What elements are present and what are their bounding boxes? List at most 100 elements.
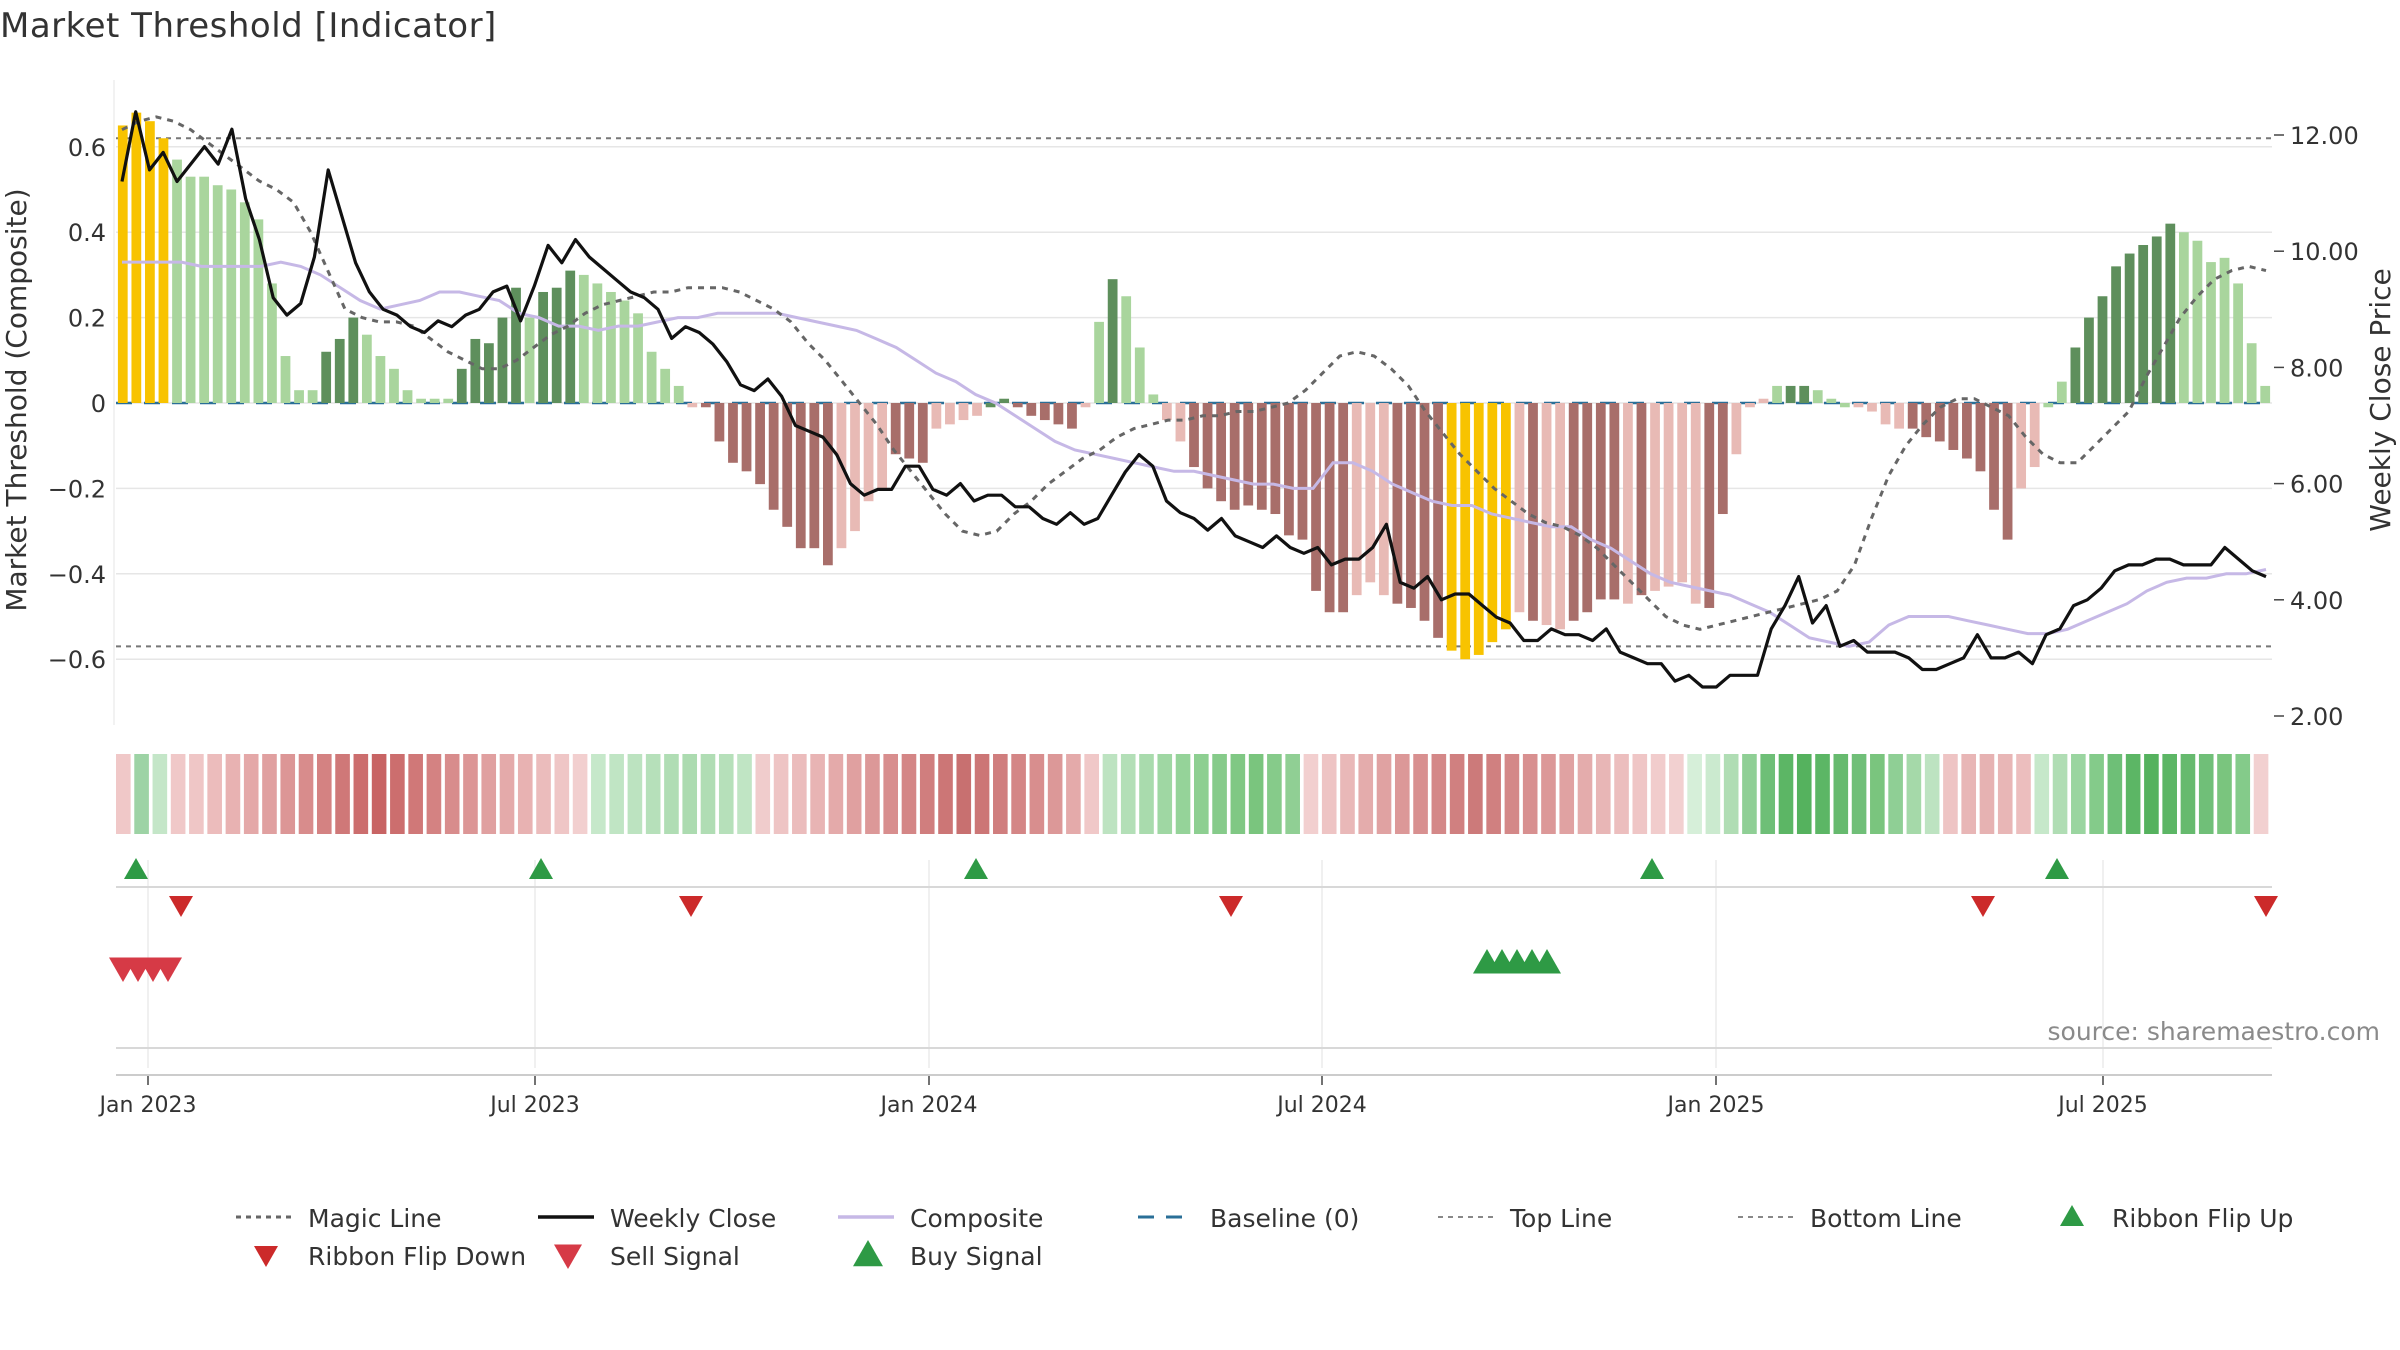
ribbon-cell <box>116 754 131 834</box>
threshold-bar <box>1080 403 1091 408</box>
threshold-bar <box>1555 403 1565 630</box>
threshold-bar <box>307 390 318 403</box>
chart-legend: Magic Line Weekly Close Composite Baseline … <box>236 1204 2293 1271</box>
threshold-bar <box>1514 403 1525 613</box>
ribbon-flip-down-marker <box>1219 896 1243 917</box>
threshold-bar <box>1989 403 1999 510</box>
threshold-bar <box>985 403 996 408</box>
ribbon-cell <box>554 754 570 834</box>
ribbon-cell <box>1669 754 1684 834</box>
threshold-bar <box>1202 403 1213 489</box>
threshold-bar <box>1039 403 1050 421</box>
threshold-bar <box>1677 403 1688 583</box>
threshold-bar <box>1907 403 1918 429</box>
ribbon-flip-up-marker <box>1640 858 1664 879</box>
threshold-bar <box>375 356 386 403</box>
ribbon-cell <box>170 754 186 834</box>
ribbon-cell <box>718 754 734 834</box>
y-axis-label: Market Threshold (Composite) <box>0 188 33 611</box>
y-tick-label: −0.6 <box>48 646 106 674</box>
threshold-bar <box>1419 403 1430 621</box>
legend-label: Buy Signal <box>910 1242 1043 1271</box>
legend-label: Magic Line <box>308 1204 442 1233</box>
ribbon-cell <box>444 754 460 834</box>
ribbon-cell <box>1924 754 1940 834</box>
threshold-bar <box>1161 403 1172 421</box>
threshold-bar <box>863 403 874 502</box>
threshold-bar <box>199 176 210 403</box>
threshold-bar <box>1934 403 1945 442</box>
threshold-bar <box>429 398 440 403</box>
threshold-bar <box>470 338 481 403</box>
ribbon-cell <box>1796 754 1812 834</box>
x-tick-label: Jan 2023 <box>98 1093 197 1118</box>
threshold-bars <box>117 112 2271 660</box>
threshold-bar <box>361 334 372 403</box>
threshold-bar <box>321 351 332 403</box>
ribbon-cell <box>1321 754 1337 834</box>
threshold-bar <box>294 390 304 403</box>
threshold-bar <box>728 403 738 463</box>
ribbon-cell <box>2180 754 2196 834</box>
ribbon-cell <box>1888 754 1903 834</box>
ribbon-cell <box>1449 754 1465 834</box>
y2-tick-label: 2.00 <box>2290 703 2343 731</box>
x-tick-label: Jul 2025 <box>2056 1093 2148 1118</box>
ribbon-cell <box>627 754 643 834</box>
ribbon-cell <box>1084 754 1099 834</box>
ribbon-cell <box>408 754 423 834</box>
threshold-bar <box>1121 296 1132 403</box>
ribbon-cell <box>846 754 862 834</box>
ribbon-cell <box>1723 754 1739 834</box>
threshold-bar <box>850 403 860 532</box>
ribbon-cell <box>1486 754 1501 834</box>
ribbon-cell <box>1157 754 1173 834</box>
threshold-bar <box>1853 403 1864 408</box>
composite-line <box>122 260 2267 648</box>
threshold-bar <box>606 291 616 403</box>
threshold-bar <box>1541 403 1552 626</box>
y-tick-label: 0.4 <box>68 219 106 247</box>
ribbon-flip-down-marker <box>2254 896 2278 917</box>
ribbon-cell <box>919 754 935 834</box>
ribbon-cell <box>1979 754 1995 834</box>
date-axis: Jan 2023 Jul 2023 Jan 2024 Jul 2024 Jan 2025… <box>98 886 2272 1118</box>
threshold-bar <box>1446 403 1457 651</box>
threshold-bar <box>1324 403 1335 613</box>
threshold-bar <box>1772 385 1782 403</box>
ribbon-cell <box>152 754 168 834</box>
threshold-bar <box>660 368 671 403</box>
threshold-bar <box>2111 266 2121 403</box>
ribbon-cell <box>1595 754 1611 834</box>
threshold-bar <box>172 159 182 403</box>
ribbon-cell <box>134 754 149 834</box>
threshold-bar <box>700 403 711 408</box>
threshold-bar <box>1216 403 1227 502</box>
threshold-bar <box>158 138 169 403</box>
ribbon-cell <box>901 754 917 834</box>
threshold-bar <box>1026 403 1037 416</box>
ribbon-cell <box>828 754 844 834</box>
threshold-bar <box>253 219 264 403</box>
threshold-bar <box>511 287 521 403</box>
ribbon-cell <box>792 754 807 834</box>
threshold-bar <box>1568 403 1579 621</box>
threshold-bar <box>2260 385 2271 403</box>
ribbon-cell <box>773 754 789 834</box>
threshold-bar <box>1894 403 1904 429</box>
ribbon-cell <box>974 754 990 834</box>
y2-tick-label: 8.00 <box>2290 354 2343 382</box>
ribbon-cell <box>1413 754 1428 834</box>
legend-buy-swatch <box>853 1240 883 1267</box>
ribbon-cell <box>335 754 350 834</box>
threshold-bar <box>2084 317 2094 403</box>
legend-sell-swatch <box>554 1244 582 1269</box>
ribbon-cell <box>463 754 478 834</box>
legend-label: Top Line <box>1509 1204 1612 1233</box>
threshold-bar <box>416 398 426 403</box>
threshold-bar <box>443 398 454 403</box>
ribbon-cell <box>1559 754 1575 834</box>
ribbon-cell <box>1431 754 1447 834</box>
ribbon-cell <box>1705 754 1721 834</box>
threshold-bar <box>2219 257 2230 403</box>
